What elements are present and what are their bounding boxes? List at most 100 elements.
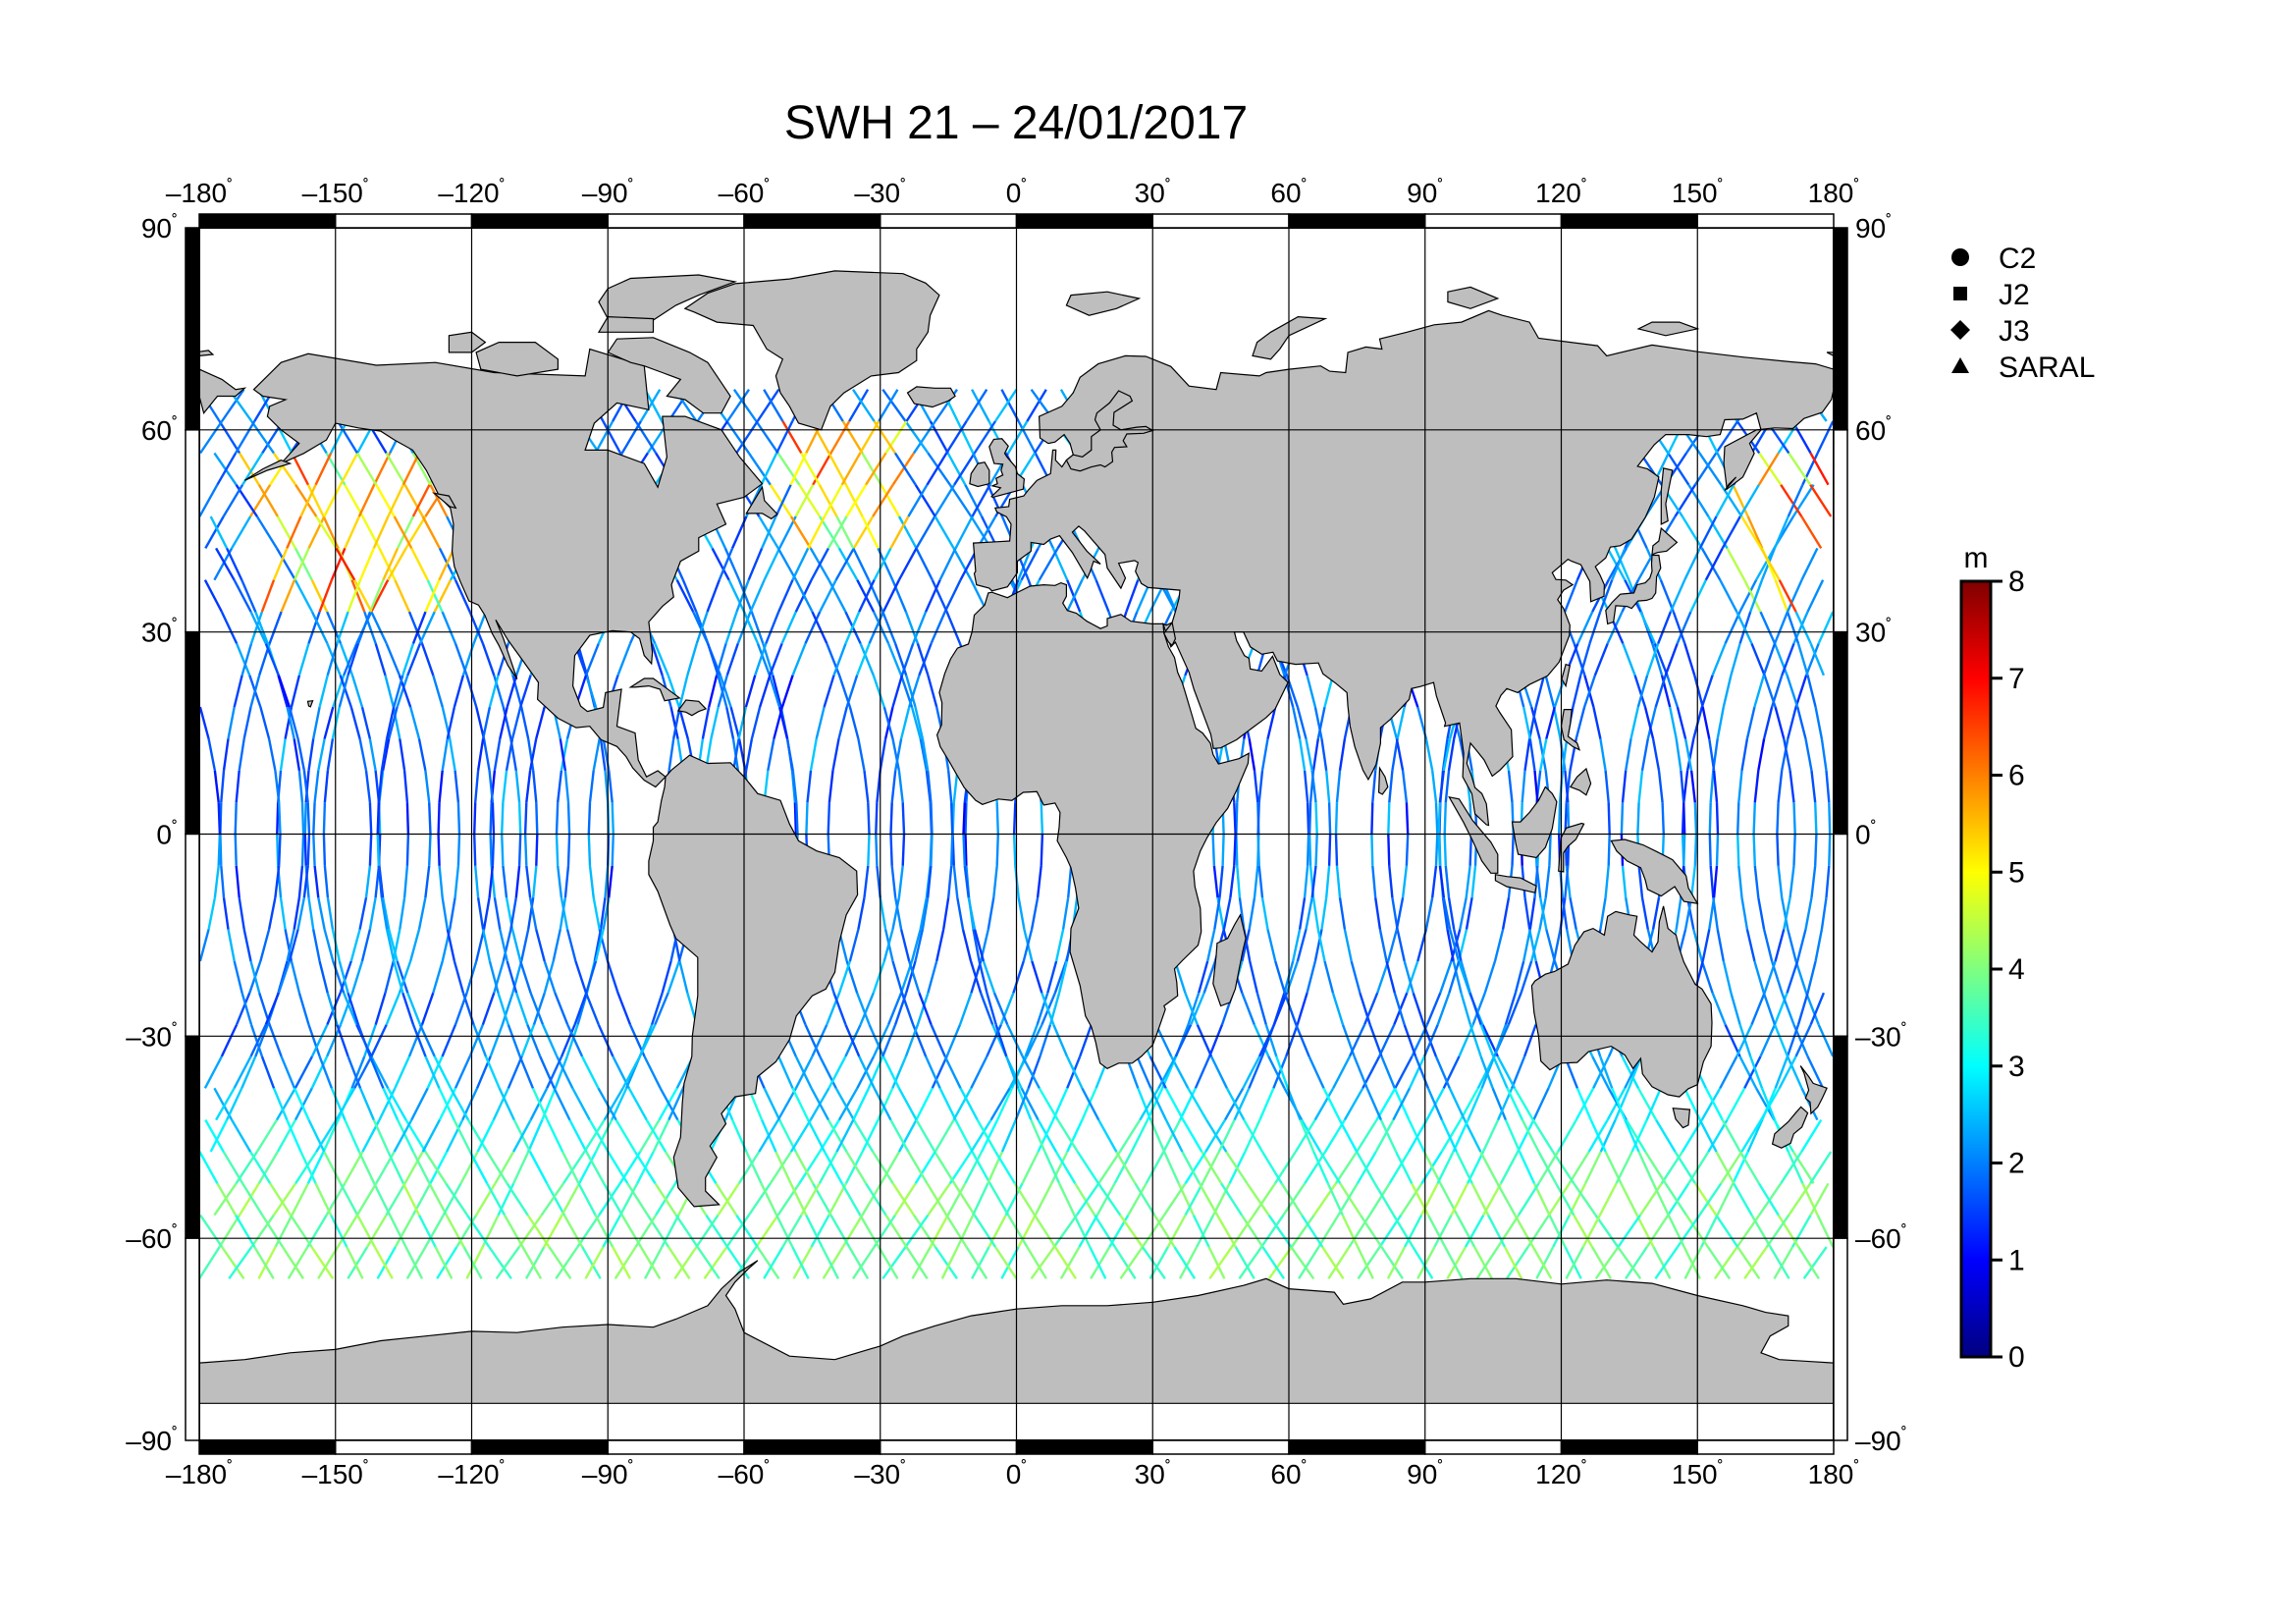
track-segment	[486, 1151, 508, 1184]
track-segment	[1371, 770, 1377, 803]
track-segment	[571, 1087, 591, 1121]
track-segment	[1198, 960, 1209, 994]
track-segment	[306, 834, 311, 866]
track-segment	[1789, 865, 1795, 898]
track-segment	[914, 1151, 936, 1184]
track-segment	[926, 452, 948, 486]
track-segment	[446, 1119, 464, 1153]
land-ellesmere	[598, 274, 738, 321]
track-segment	[358, 738, 368, 772]
track-segment	[424, 579, 441, 613]
track-segment	[1786, 1055, 1803, 1089]
frame-segment-bottom	[198, 1439, 337, 1455]
track-segment	[428, 802, 432, 835]
track-segment	[1304, 1151, 1327, 1184]
track-segment	[1119, 1214, 1144, 1248]
track-segment	[382, 547, 400, 581]
track-segment	[1246, 1182, 1270, 1217]
track-segment	[1447, 738, 1456, 771]
track-segment	[1522, 1024, 1537, 1057]
track-segment	[294, 1087, 313, 1121]
track-segment	[1290, 1214, 1315, 1248]
track-segment	[1388, 865, 1394, 898]
lon-labels-top: –180˚ –150˚ –120˚ –90˚ –60˚ –30˚ 0˚ 30˚ 60˚ 90˚ 12…	[166, 177, 1860, 208]
track-segment	[811, 611, 828, 644]
track-segment	[956, 896, 965, 930]
track-segment	[972, 929, 981, 962]
track-segment	[1757, 1182, 1780, 1217]
track-segment	[1313, 929, 1323, 962]
track-segment	[809, 738, 818, 772]
track-segment	[1660, 1151, 1683, 1184]
track-segment	[844, 1024, 861, 1057]
track-segment	[844, 484, 864, 517]
track-segment	[1475, 1246, 1500, 1279]
track-segment	[1479, 1024, 1495, 1057]
track-segment	[667, 1246, 691, 1279]
track-segment	[1256, 802, 1260, 835]
track-segment	[261, 1214, 285, 1248]
track-segment	[755, 1214, 779, 1248]
track-segment	[330, 420, 348, 454]
track-segment	[1350, 960, 1362, 994]
track-segment	[607, 1151, 629, 1184]
track-segment	[1025, 1024, 1043, 1057]
track-segment	[889, 834, 893, 866]
track-segment	[1290, 1246, 1315, 1279]
track-segment	[618, 1182, 639, 1217]
track-segment	[1622, 642, 1636, 676]
track-segment	[1802, 1246, 1828, 1279]
track-segment	[297, 643, 310, 676]
track-segment	[1730, 643, 1741, 676]
track-segment	[1236, 865, 1242, 898]
track-segment	[954, 1119, 974, 1153]
track-segment	[1443, 834, 1447, 866]
track-segment	[335, 1087, 356, 1121]
track-segment	[1359, 1214, 1383, 1248]
track-segment	[659, 1087, 679, 1121]
track-segment	[339, 960, 352, 994]
track-segment	[891, 1182, 916, 1217]
track-segment	[1564, 579, 1579, 613]
track-segment	[899, 706, 911, 739]
track-segment	[794, 1055, 814, 1089]
track-segment	[837, 547, 859, 581]
track-segment	[858, 579, 876, 613]
track-segment	[573, 992, 588, 1026]
track-segment	[677, 706, 689, 739]
track-segment	[1054, 929, 1065, 962]
track-segment	[482, 896, 491, 930]
track-segment	[1786, 960, 1799, 994]
track-segment	[1544, 865, 1551, 898]
track-segment	[286, 929, 295, 962]
track-segment	[260, 1055, 276, 1089]
track-segment	[520, 929, 530, 962]
frame-segment-right	[1833, 833, 1848, 1038]
track-segment	[873, 1087, 892, 1121]
track-segment	[1027, 1055, 1041, 1089]
track-segment	[1292, 929, 1302, 962]
track-segment	[355, 452, 378, 486]
track-segment	[376, 834, 380, 866]
track-segment	[800, 1182, 821, 1217]
track-segment	[1636, 802, 1640, 835]
track-segment	[1796, 929, 1807, 962]
track-segment	[1730, 992, 1741, 1025]
track-segment	[1582, 675, 1597, 708]
track-segment	[335, 547, 356, 581]
track-segment	[755, 420, 779, 455]
track-segment	[992, 865, 998, 898]
track-segment	[222, 1151, 244, 1184]
track-segment	[373, 1246, 394, 1279]
track-segment	[401, 452, 421, 486]
track-segment	[1786, 1024, 1800, 1057]
track-segment	[540, 1182, 564, 1217]
track-segment	[1664, 1182, 1688, 1217]
track-segment	[616, 642, 632, 676]
track-segment	[1715, 834, 1720, 866]
track-segment	[1434, 802, 1439, 835]
track-segment	[776, 547, 797, 581]
track-segment	[1584, 1151, 1602, 1184]
track-segment	[852, 389, 876, 422]
track-segment	[1693, 834, 1698, 866]
